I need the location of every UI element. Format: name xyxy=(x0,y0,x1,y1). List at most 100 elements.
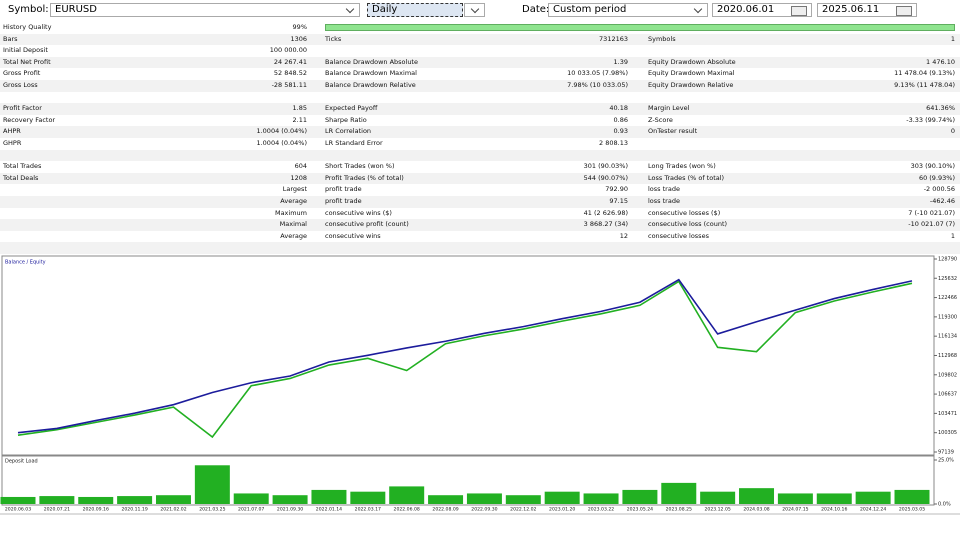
y-tick-label: 122466 xyxy=(938,295,957,301)
stat-label: Equity Drawdown Absolute xyxy=(648,57,736,66)
stat-value: 641.36% xyxy=(926,104,955,113)
stat-row: Gross Loss -28 581.11 Balance Drawdown Rel… xyxy=(0,80,960,92)
deposit-bar xyxy=(428,495,464,504)
deposit-bar xyxy=(0,496,36,504)
stat-row: Gross Profit 52 848.52 Balance Drawdown Ma… xyxy=(0,68,960,80)
stat-label: Expected Payoff xyxy=(325,104,378,113)
stat-label: consecutive wins xyxy=(325,231,381,240)
stat-label: Gross Profit xyxy=(3,69,41,78)
stat-label: profit trade xyxy=(325,197,362,205)
deposit-bar xyxy=(466,493,502,504)
y-tick-label: 109802 xyxy=(938,372,957,378)
x-tick-label: 2021.03.25 xyxy=(199,507,225,513)
stat-label: profit trade xyxy=(325,185,362,194)
period-combobox[interactable]: Daily xyxy=(367,3,463,17)
stat-label: Sharpe Ratio xyxy=(325,115,367,124)
stat-value: 24 267.41 xyxy=(273,57,307,66)
stat-row: Average profit trade 97.15 loss trade -462.4… xyxy=(0,196,960,208)
deposit-bar xyxy=(233,493,269,504)
calendar-button[interactable] xyxy=(896,6,912,16)
blank-row xyxy=(0,149,960,162)
x-tick-label: 2022.03.17 xyxy=(355,507,381,513)
deposit-bar xyxy=(739,488,775,504)
stat-label: consecutive loss (count) xyxy=(648,220,728,229)
stat-value: 0.86 xyxy=(613,115,628,124)
period-dropdown[interactable] xyxy=(464,3,485,17)
stat-value: -3.33 (99.74%) xyxy=(906,115,955,124)
deposit-bar xyxy=(311,489,347,504)
stat-value: 1 xyxy=(950,231,955,240)
stat-label: loss trade xyxy=(648,185,680,194)
calendar-button[interactable] xyxy=(791,6,807,16)
dropdown-arrow xyxy=(470,4,480,14)
stat-value: 1.0004 (0.04%) xyxy=(256,127,307,136)
x-tick-label: 2021.09.30 xyxy=(277,507,303,513)
stat-label: loss trade xyxy=(648,197,680,205)
y-tick-label: 106637 xyxy=(938,392,957,398)
y-tick-label: 128790 xyxy=(938,257,957,263)
stat-value: 41 (2 626.98) xyxy=(583,208,628,217)
symbol-combobox[interactable]: EURUSD xyxy=(50,3,360,17)
deposit-bar xyxy=(350,491,386,504)
stat-label: Maximal xyxy=(279,220,307,229)
x-tick-label: 2020.06.03 xyxy=(5,507,31,513)
y-tick-label: 97139 xyxy=(938,450,954,456)
balance-panel xyxy=(1,255,935,456)
stat-value: 1.0004 (0.04%) xyxy=(256,139,307,147)
stat-value: 7.98% (10 033.05) xyxy=(567,81,628,89)
stat-label: AHPR xyxy=(3,127,21,136)
stat-value: 40.18 xyxy=(609,104,628,113)
deposit-bar xyxy=(117,496,153,504)
stat-value: 604 xyxy=(294,162,307,171)
stat-row: AHPR 1.0004 (0.04%) LR Correlation 0.93 OnTe… xyxy=(0,126,960,138)
stat-label: Profit Factor xyxy=(3,104,42,113)
series-line xyxy=(17,278,913,434)
stat-value: 1.39 xyxy=(613,57,628,66)
stat-label: Long Trades (won %) xyxy=(648,162,716,171)
stat-label: consecutive losses xyxy=(648,231,709,240)
x-tick-label: 2023.12.05 xyxy=(704,507,730,513)
date-mode-value: Custom period xyxy=(553,4,627,15)
to-date: 2025.06.11 xyxy=(822,4,880,15)
x-tick-label: 2023.03.22 xyxy=(588,507,614,513)
from-date-picker[interactable]: 2020.06.01 xyxy=(712,3,812,17)
stat-label: Balance Drawdown Absolute xyxy=(325,57,418,66)
stat-label: Balance Drawdown Maximal xyxy=(325,69,417,78)
x-tick-label: 2024.03.08 xyxy=(743,507,769,513)
stat-label: Equity Drawdown Maximal xyxy=(648,69,735,78)
symbol-value: EURUSD xyxy=(55,4,97,15)
stat-value: 1.85 xyxy=(292,104,307,113)
symbol-label: Symbol: xyxy=(8,4,49,15)
x-tick-label: 2024.07.15 xyxy=(782,507,808,513)
stat-row: Total Deals 1208 Profit Trades (% of total… xyxy=(0,172,960,185)
blank-row xyxy=(0,91,960,104)
stat-label: consecutive wins ($) xyxy=(325,208,392,217)
x-tick-label: 2022.09.30 xyxy=(471,507,497,513)
to-date-picker[interactable]: 2025.06.11 xyxy=(817,3,917,17)
stat-row: Total Trades 604 Short Trades (won %) 301 (… xyxy=(0,161,960,173)
deposit-bar xyxy=(816,493,852,504)
x-tick-label: 2023.01.20 xyxy=(549,507,575,513)
stat-value: 0.93 xyxy=(613,127,628,136)
deposit-bar xyxy=(544,491,580,504)
deposit-bar xyxy=(700,491,736,504)
dropdown-arrow xyxy=(345,4,355,14)
date-mode-combobox[interactable]: Custom period xyxy=(548,3,708,17)
stat-label: Total Trades xyxy=(3,162,42,171)
stat-value: 52 848.52 xyxy=(273,69,307,78)
deposit-bar xyxy=(583,493,619,504)
stat-value: 544 (90.07%) xyxy=(583,173,628,182)
panel-title: Deposit Load xyxy=(5,459,38,465)
stat-row: History Quality 99% xyxy=(0,22,960,34)
chart: Balance / Equity Deposit Load 97139 10030… xyxy=(0,255,960,515)
deposit-bar xyxy=(894,489,930,504)
from-date: 2020.06.01 xyxy=(717,4,775,15)
quality-bar xyxy=(325,24,955,31)
stat-row: Bars 1306 Ticks 7312163 Symbols 1 xyxy=(0,33,960,46)
deposit-bar xyxy=(389,486,425,504)
stat-value: -462.46 xyxy=(929,197,955,205)
stat-label: LR Standard Error xyxy=(325,139,383,147)
x-tick-label: 2020.09.16 xyxy=(83,507,109,513)
stat-label: Bars xyxy=(3,34,18,43)
